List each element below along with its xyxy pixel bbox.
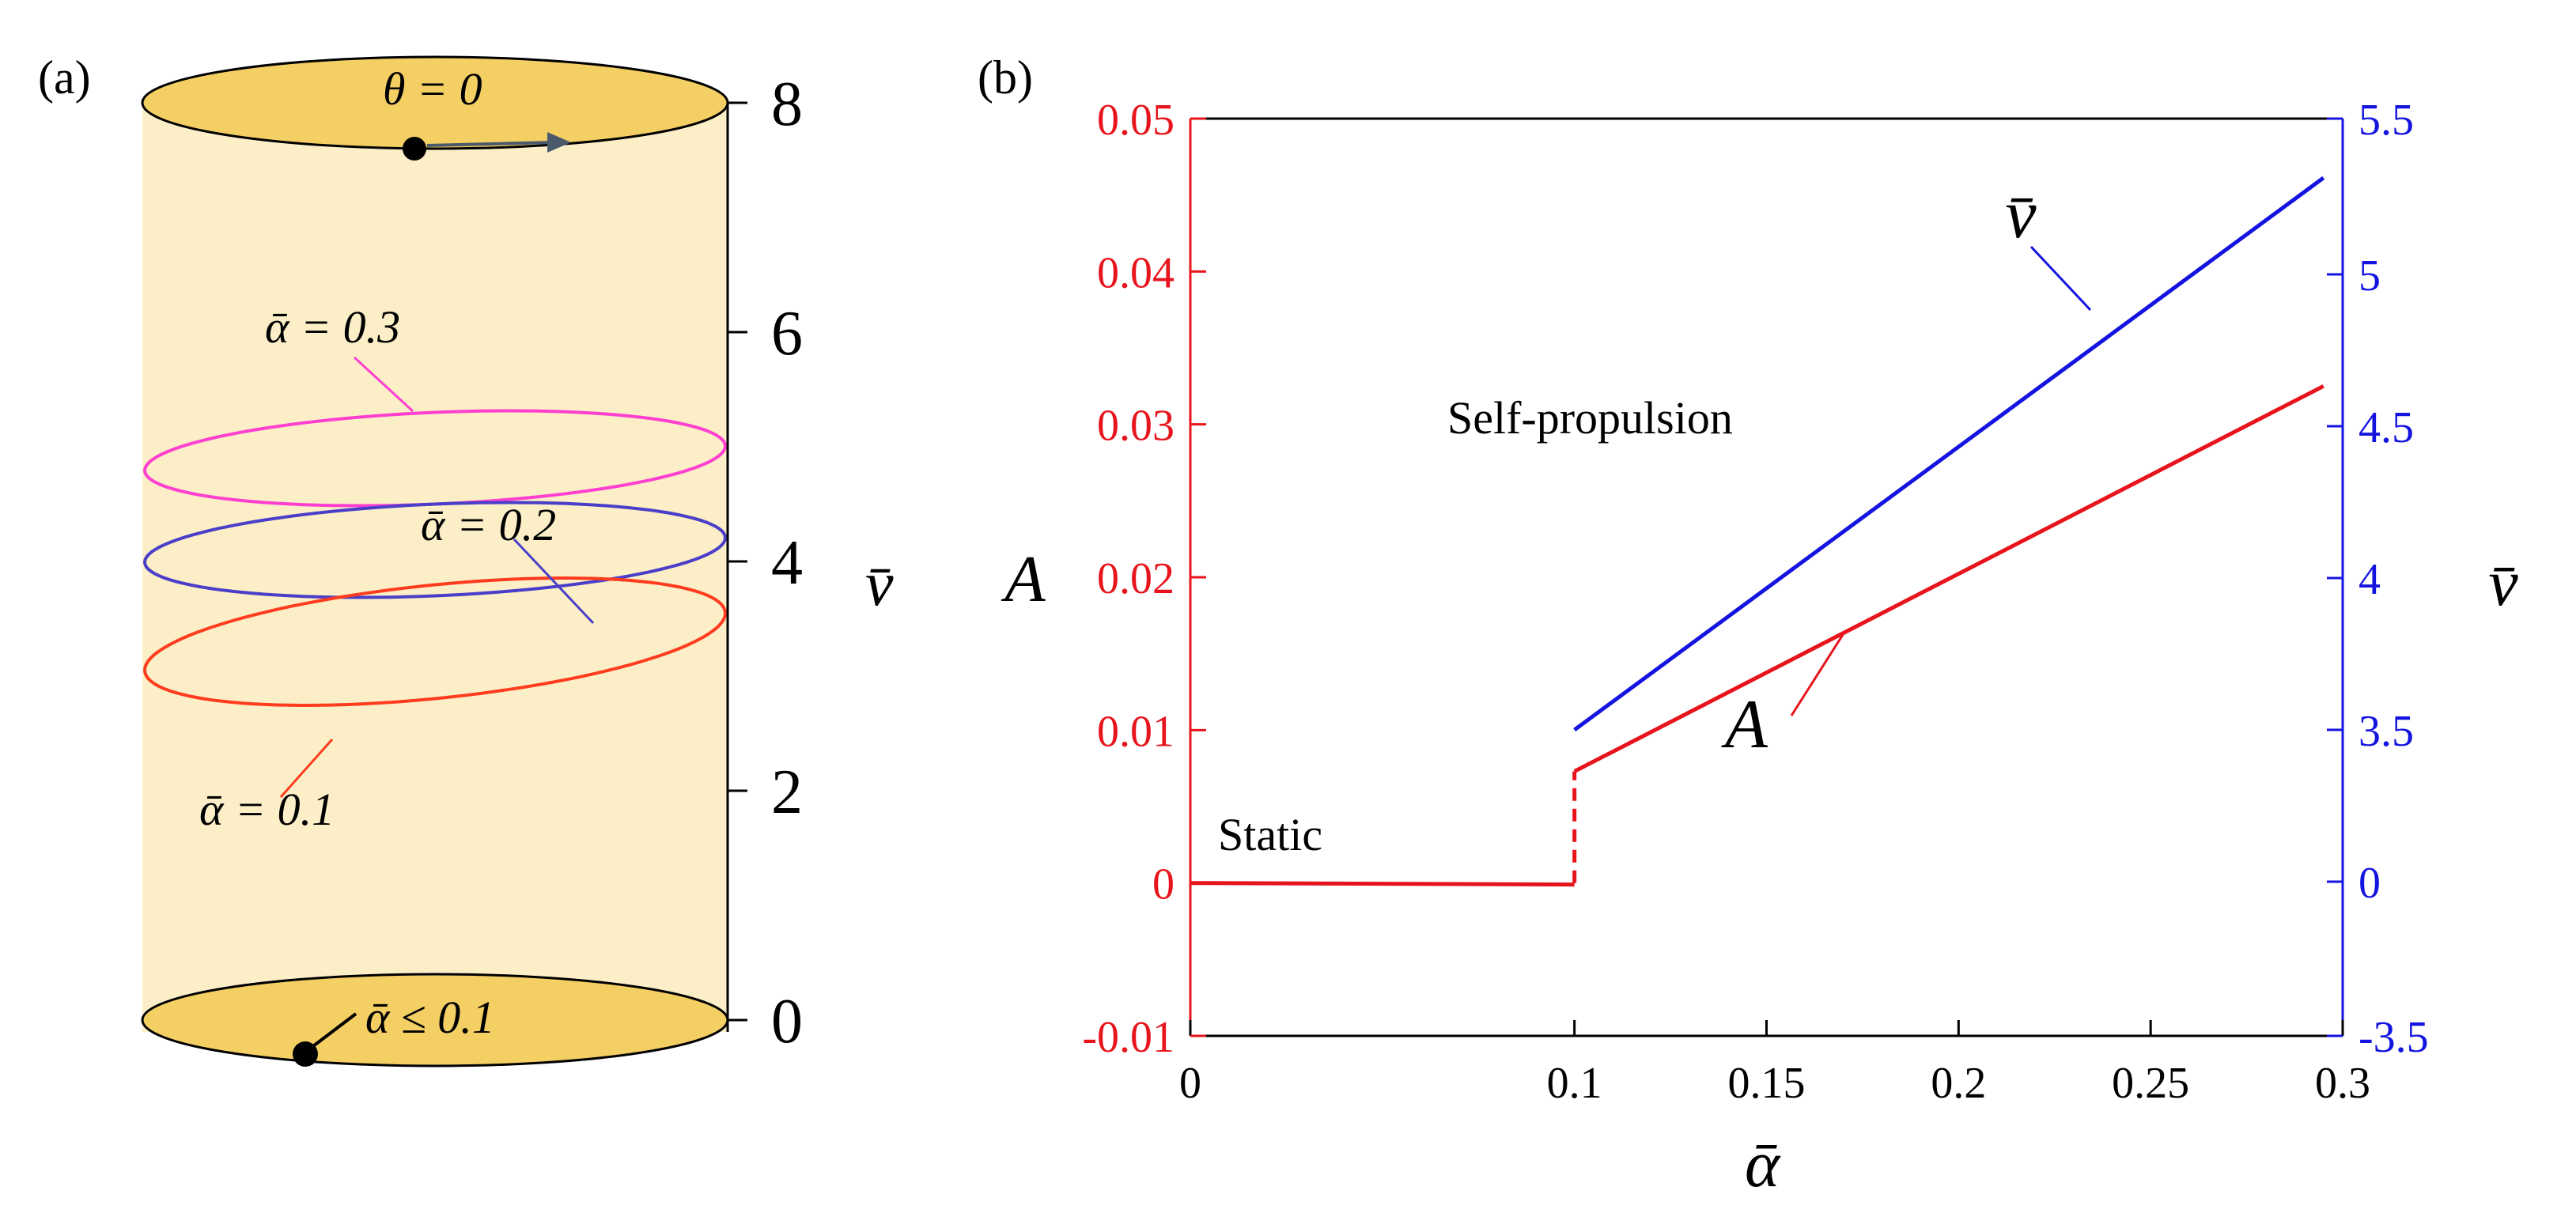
right-y-tick-label: 4 bbox=[2358, 555, 2381, 604]
right-y-tick-label: 5 bbox=[2358, 251, 2381, 300]
static-region-label: Static bbox=[1218, 809, 1322, 860]
panel-a-label: (a) bbox=[38, 51, 91, 104]
series-a-static bbox=[1190, 881, 1575, 887]
bottom-pointer-line bbox=[308, 1012, 357, 1050]
theta-direction-arrow bbox=[426, 141, 554, 147]
left-y-axis-ticks: -0.01 0 0.01 0.02 0.03 0.04 0.05 bbox=[1082, 96, 1206, 1062]
right-y-tick-label: 4.5 bbox=[2358, 403, 2414, 452]
left-y-tick-label: 0.01 bbox=[1097, 707, 1175, 756]
x-tick-label: 0.15 bbox=[1728, 1059, 1806, 1108]
v-axis-label: v̄ bbox=[865, 550, 894, 619]
left-y-tick-label: 0 bbox=[1152, 860, 1175, 909]
bottom-annotation: ᾱ ≤ 0.1 bbox=[365, 992, 495, 1043]
orbit-0.1-leader bbox=[279, 739, 334, 798]
x-tick-label: 0.25 bbox=[2112, 1059, 2189, 1108]
left-y-tick-label: 0.02 bbox=[1097, 554, 1175, 603]
x-tick-label: 0 bbox=[1179, 1059, 1201, 1108]
orbits bbox=[142, 409, 727, 708]
panel-a-v-axis: 0 2 4 6 8 v̄ bbox=[726, 70, 894, 1056]
orbit-0.3-label: ᾱ = 0.3 bbox=[265, 301, 400, 353]
orbit-alpha-0.1 bbox=[142, 576, 727, 708]
series-a-self-propulsion bbox=[1573, 384, 2324, 773]
cylinder-body bbox=[142, 103, 728, 1032]
series-lines bbox=[1190, 176, 2325, 887]
v-axis-tick-label: 8 bbox=[771, 70, 803, 139]
left-y-axis-label: A bbox=[1001, 542, 1046, 616]
orbit-0.1-label: ᾱ = 0.1 bbox=[199, 784, 335, 835]
start-point-marker bbox=[403, 137, 426, 161]
right-y-tick-label: 0 bbox=[2358, 859, 2381, 908]
orbit-0.2-leader bbox=[513, 538, 595, 625]
panel-b: (b) 0 0.1 0.15 0.2 0.25 0.3 -0.0100.010.020.0… bbox=[978, 51, 2518, 1201]
arrow-head-icon bbox=[547, 132, 571, 153]
v-axis-tick-label: 4 bbox=[771, 528, 803, 598]
x-axis-ticks: 0 0.1 0.15 0.2 0.25 0.3 bbox=[1179, 1020, 2370, 1108]
A-curve-leader bbox=[1790, 630, 1847, 716]
v-axis-ticks: 0 2 4 6 8 bbox=[728, 70, 803, 1056]
series-v-self-propulsion bbox=[1573, 176, 2325, 732]
panel-a: (a) θ = 0 ᾱ ≤ 0.1 ᾱ = 0.3 ᾱ = 0.2 ᾱ = 0.… bbox=[38, 51, 894, 1068]
panel-b-label: (b) bbox=[978, 51, 1033, 104]
left-y-tick-label: 0.04 bbox=[1097, 248, 1175, 297]
orbit-alpha-0.3 bbox=[142, 409, 727, 508]
v-curve-label: v̄ bbox=[2005, 176, 2037, 253]
right-y-axis-ticks: -3.5 0 3.5 4 4.5 5 5.5 bbox=[2327, 96, 2429, 1062]
left-y-tick-label: 0.05 bbox=[1097, 96, 1175, 145]
left-y-tick-label: -0.01 bbox=[1082, 1013, 1175, 1062]
orbit-alpha-0.2 bbox=[142, 501, 727, 599]
v-axis-tick-label: 2 bbox=[771, 758, 803, 827]
orbit-0.2-label: ᾱ = 0.2 bbox=[421, 499, 556, 550]
self-propulsion-region-label: Self-propulsion bbox=[1447, 392, 1733, 444]
x-tick-label: 0.3 bbox=[2315, 1059, 2370, 1108]
right-y-axis-label: v̄ bbox=[2488, 546, 2518, 620]
right-y-tick-label: 3.5 bbox=[2358, 707, 2414, 756]
left-y-tick-label: 0.03 bbox=[1097, 402, 1175, 451]
v-axis-tick-label: 0 bbox=[771, 987, 803, 1056]
x-axis-label: ᾱ bbox=[1745, 1128, 1781, 1201]
right-y-tick-label: 5.5 bbox=[2358, 96, 2414, 145]
v-axis-tick-label: 6 bbox=[771, 299, 803, 368]
v-curve-leader bbox=[2029, 245, 2092, 312]
x-tick-label: 0.2 bbox=[1931, 1059, 1986, 1108]
x-tick-label: 0.1 bbox=[1547, 1059, 1602, 1108]
orbit-0.3-leader bbox=[353, 356, 414, 413]
A-curve-label: A bbox=[1721, 686, 1768, 763]
theta-annotation: θ = 0 bbox=[383, 63, 482, 115]
right-y-tick-label: -3.5 bbox=[2358, 1013, 2429, 1062]
